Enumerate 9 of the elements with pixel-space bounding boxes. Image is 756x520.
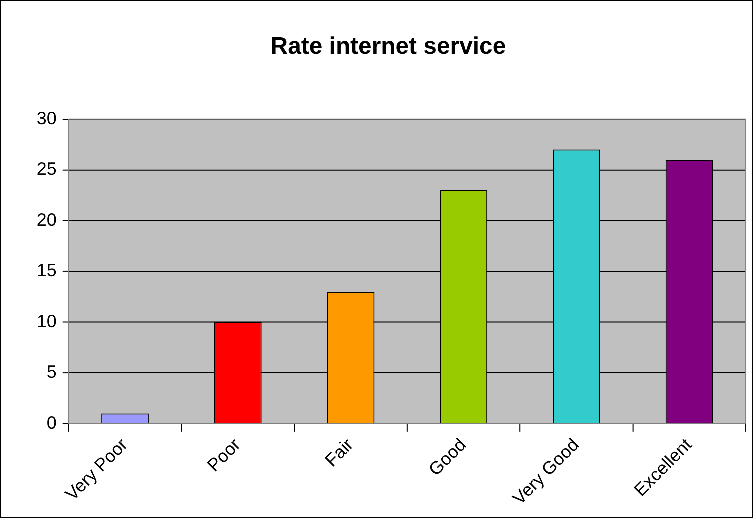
y-tick-label: 5 — [46, 362, 57, 382]
y-tick-label: 0 — [46, 412, 57, 433]
y-tick-label: 25 — [36, 159, 57, 180]
y-tick-label: 15 — [36, 260, 57, 281]
y-tick-label: 20 — [36, 210, 57, 230]
x-tick-label: Fair — [321, 434, 358, 471]
y-tick-label: 10 — [36, 311, 57, 332]
y-tick-label: 30 — [36, 108, 57, 128]
chart-title: Rate internet service — [270, 32, 506, 60]
